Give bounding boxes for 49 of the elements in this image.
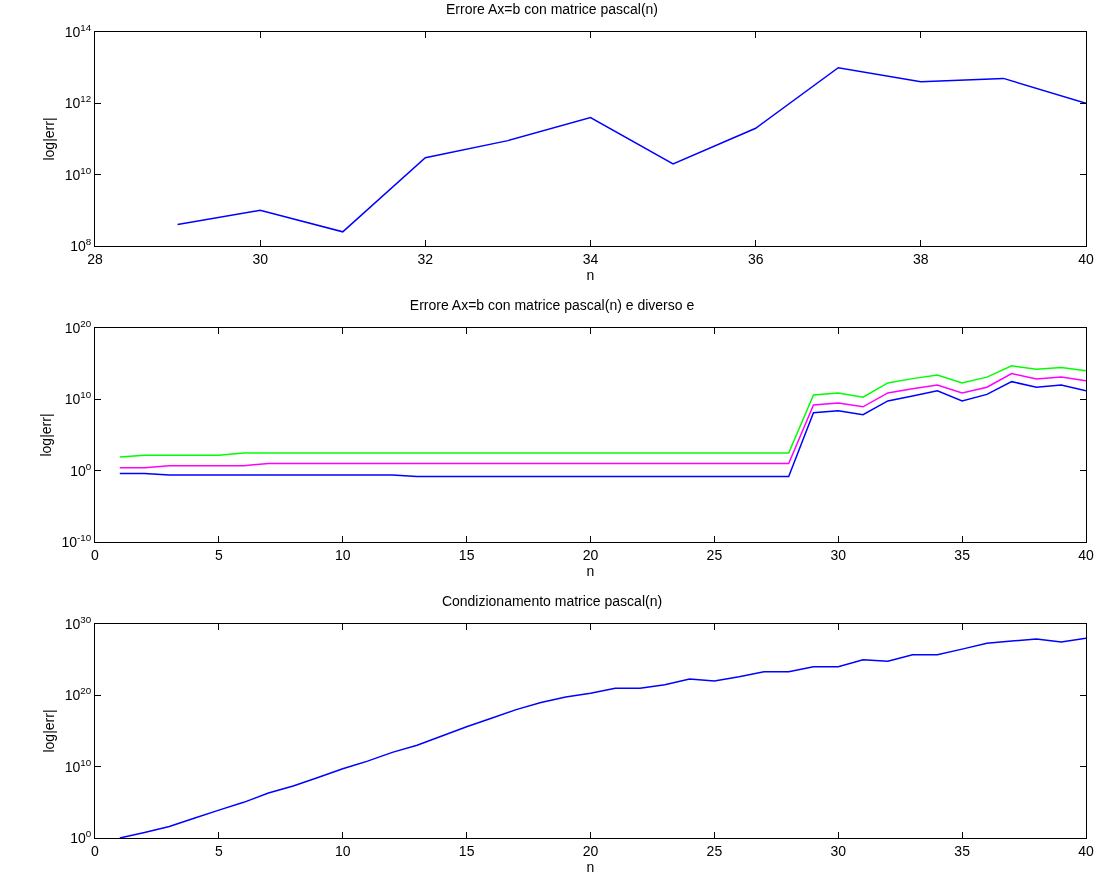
x-tick-label: 15	[458, 546, 475, 563]
x-tick-label: 30	[252, 250, 269, 267]
x-tick-label: 35	[954, 842, 971, 859]
x-tick-label: 25	[706, 546, 723, 563]
y-tick-label: 10$^{0}$	[70, 828, 92, 846]
line-series	[119, 365, 1086, 458]
x-tick-label: 40	[1078, 250, 1094, 267]
y-axis-title: log|err|	[41, 117, 58, 161]
y-tick-label: 10$^{10}$	[64, 164, 92, 183]
x-tick-label: 32	[417, 250, 434, 267]
y-tick-label: 10$^{0}$	[70, 460, 92, 479]
x-tick-label: 40	[1078, 842, 1094, 859]
line-series	[176, 66, 1086, 233]
x-tick-label: 30	[830, 546, 847, 563]
x-axis-title: n	[586, 267, 595, 284]
x-tick-label: 10	[334, 842, 351, 859]
x-tick-label: 10	[334, 546, 351, 563]
chart-title: Condizionamento matrice pascal(n)	[441, 593, 663, 610]
y-tick-label: 10$^{10}$	[64, 389, 92, 408]
x-tick-label: 15	[458, 842, 475, 859]
y-tick-label: 10$^{30}$	[64, 614, 92, 632]
y-axis-title: log|err|	[41, 709, 58, 753]
chart-title: Errore Ax=b con matrice pascal(n) e diverso e	[409, 297, 695, 314]
y-tick-label: 10$^{20}$	[64, 318, 92, 336]
x-tick-label: 40	[1078, 546, 1094, 563]
y-tick-label: 10$^{-10}$	[61, 532, 92, 550]
y-axis-title: log|err|	[38, 413, 55, 457]
x-tick-label: 5	[214, 546, 223, 563]
line-series	[119, 637, 1086, 838]
y-tick-label: 10$^{12}$	[64, 93, 92, 112]
x-tick-label: 30	[830, 842, 847, 859]
x-tick-label: 5	[214, 842, 223, 859]
y-tick-label: 10$^{20}$	[64, 685, 92, 704]
line-series	[119, 380, 1086, 478]
x-tick-label: 0	[91, 546, 100, 563]
x-tick-label: 35	[954, 546, 971, 563]
chart-title: Errore Ax=b con matrice pascal(n)	[445, 1, 659, 18]
x-tick-label: 25	[706, 842, 723, 859]
x-axis-title: n	[586, 859, 595, 876]
x-tick-label: 20	[582, 546, 599, 563]
x-tick-label: 0	[91, 842, 100, 859]
x-tick-label: 36	[747, 250, 764, 267]
x-axis-title: n	[586, 563, 595, 580]
y-tick-label: 10$^{14}$	[64, 22, 92, 40]
x-tick-label: 20	[582, 842, 599, 859]
line-series	[119, 372, 1086, 469]
y-tick-label: 10$^{10}$	[64, 756, 92, 775]
x-tick-label: 34	[582, 250, 599, 267]
x-tick-label: 38	[913, 250, 929, 267]
